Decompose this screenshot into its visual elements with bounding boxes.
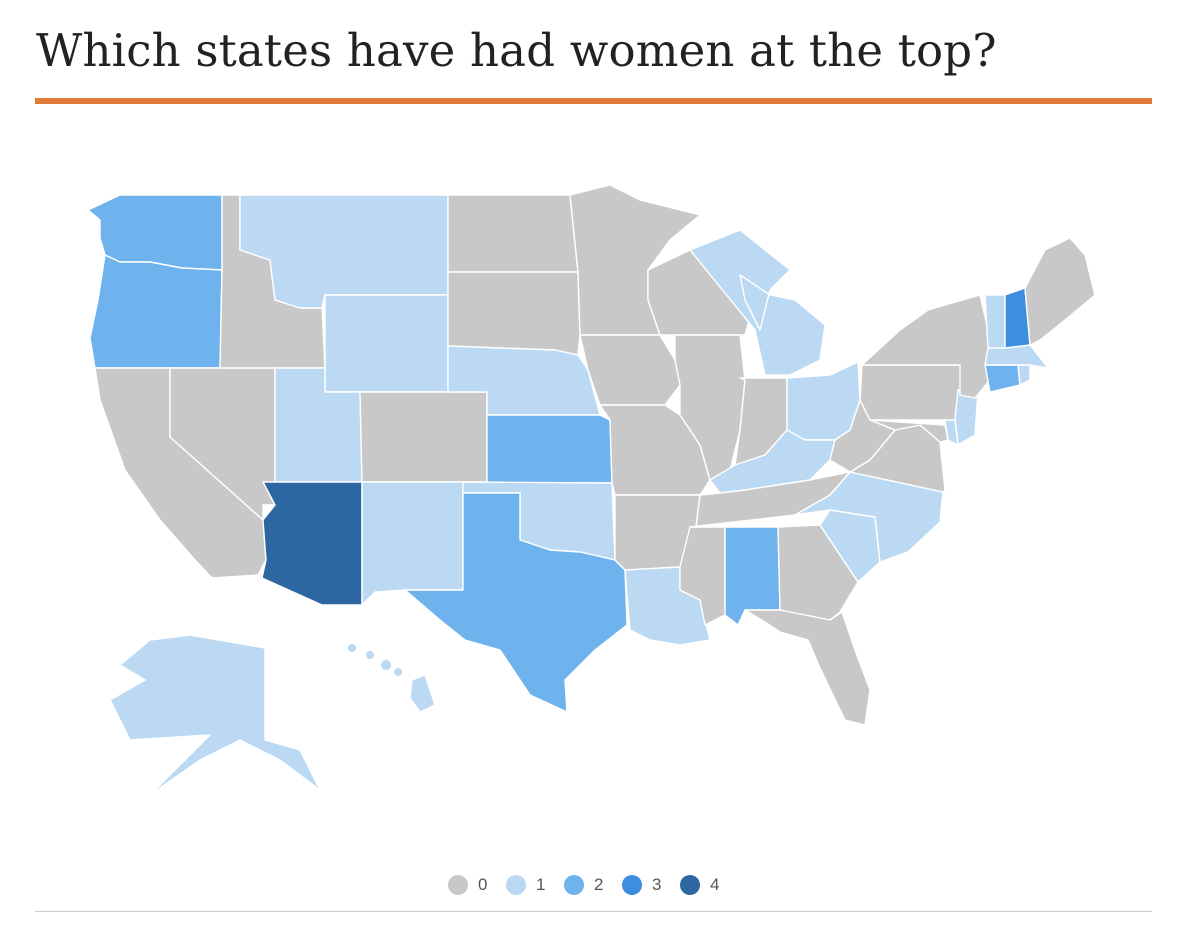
state-rhode-island[interactable] <box>1017 364 1031 386</box>
state-michigan[interactable] <box>689 229 826 376</box>
bottom-divider <box>35 911 1152 912</box>
page-title: Which states have had women at the top? <box>36 24 997 77</box>
state-texas[interactable] <box>404 492 628 713</box>
legend-label-1: 1 <box>536 875 546 894</box>
legend-label-4: 4 <box>710 875 720 894</box>
state-connecticut[interactable] <box>984 364 1021 393</box>
hawaii-island-4 <box>394 668 402 676</box>
state-maryland[interactable] <box>869 419 949 443</box>
state-missouri[interactable] <box>599 404 711 496</box>
state-colorado[interactable] <box>359 391 488 483</box>
hawaii-island-2 <box>366 651 374 659</box>
state-kansas[interactable] <box>486 414 613 484</box>
legend-swatch-0 <box>448 875 468 895</box>
hawaii-island-3 <box>381 660 391 670</box>
title-underline <box>35 98 1152 104</box>
state-vermont[interactable] <box>984 294 1006 349</box>
state-iowa[interactable] <box>579 334 681 406</box>
state-wyoming[interactable] <box>324 294 449 393</box>
state-florida[interactable] <box>744 609 871 726</box>
legend-label-3: 3 <box>652 875 662 894</box>
state-pennsylvania[interactable] <box>859 364 963 421</box>
state-south-dakota[interactable] <box>447 271 581 356</box>
legend-item-1: 1 <box>506 870 545 900</box>
map-legend: 0 1 2 3 4 <box>0 870 1200 900</box>
legend-swatch-4 <box>680 875 700 895</box>
legend-label-2: 2 <box>594 875 604 894</box>
legend-swatch-2 <box>564 875 584 895</box>
state-alaska[interactable] <box>109 634 321 796</box>
state-arizona[interactable] <box>261 481 363 606</box>
legend-swatch-1 <box>506 875 526 895</box>
legend-label-0: 0 <box>478 875 488 894</box>
state-maine[interactable] <box>1024 237 1096 346</box>
state-hawaii[interactable] <box>409 674 436 713</box>
legend-swatch-3 <box>622 875 642 895</box>
state-ohio[interactable] <box>786 361 861 441</box>
legend-item-4: 4 <box>680 870 719 900</box>
legend-item-2: 2 <box>564 870 603 900</box>
hawaii-island-1 <box>348 644 356 652</box>
state-north-dakota[interactable] <box>447 194 579 273</box>
legend-item-3: 3 <box>622 870 661 900</box>
state-new-mexico[interactable] <box>361 481 464 606</box>
state-oregon[interactable] <box>89 254 223 369</box>
legend-item-0: 0 <box>448 870 487 900</box>
